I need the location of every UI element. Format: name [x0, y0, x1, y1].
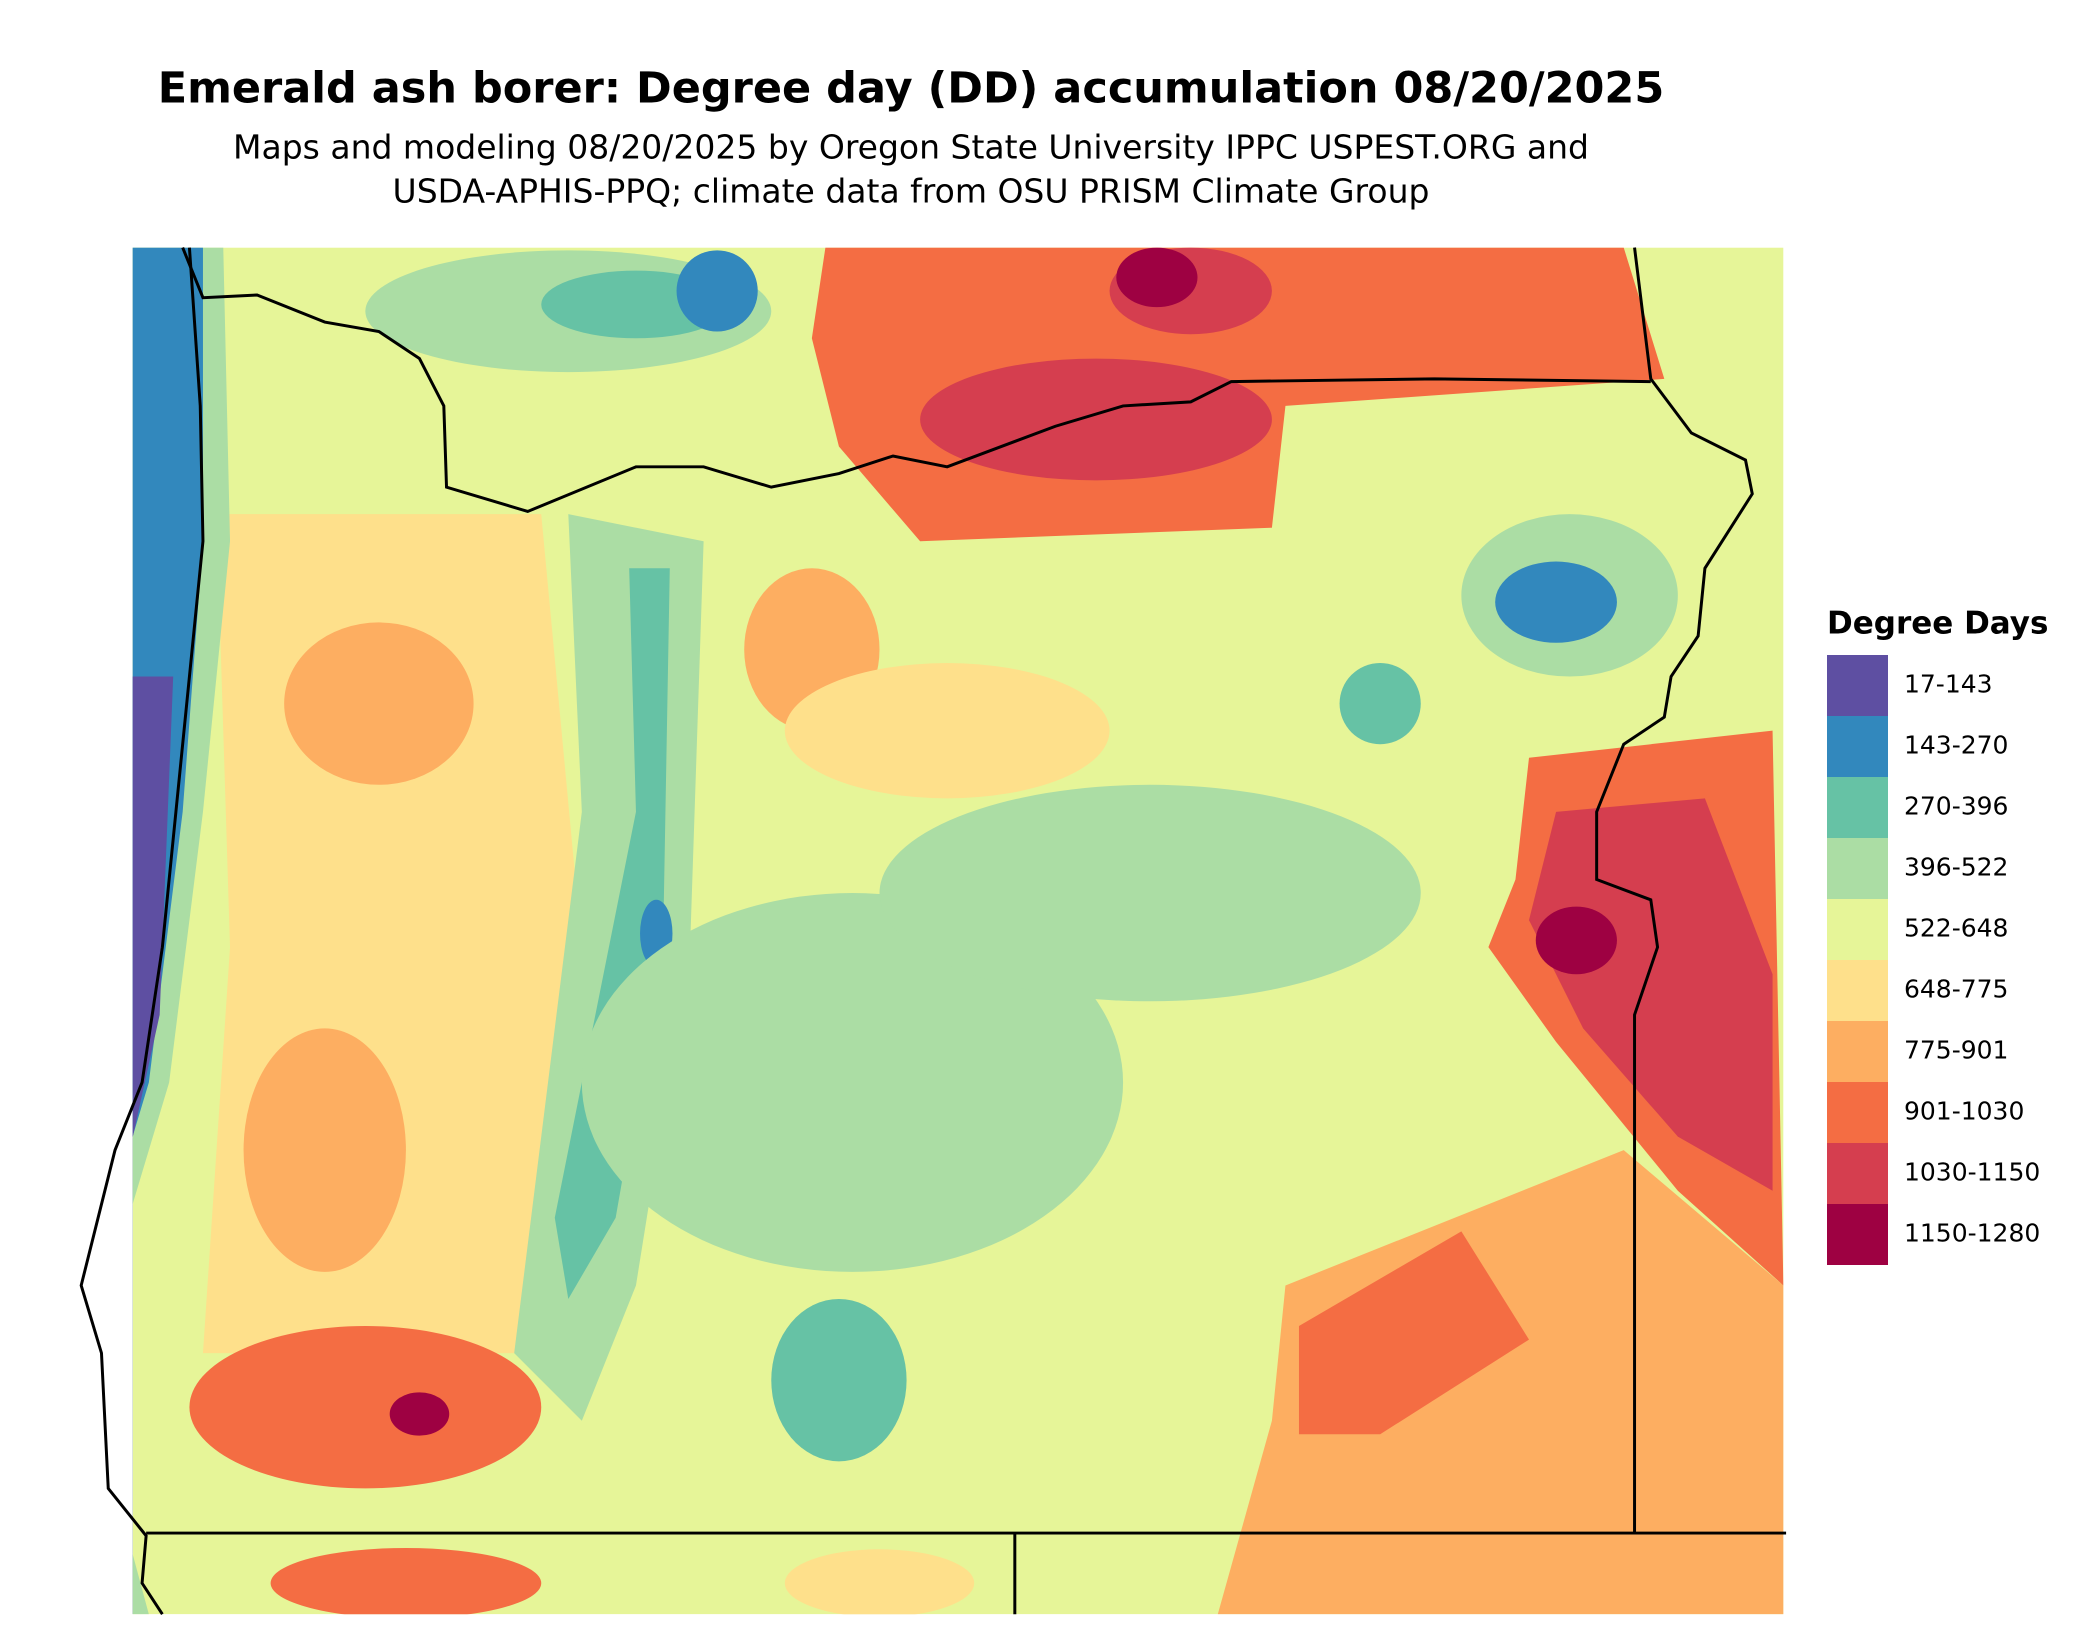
region [554, 568, 670, 1299]
region [1298, 1231, 1530, 1435]
region [1339, 663, 1421, 745]
region [784, 1549, 975, 1615]
legend-label: 270-396 [1904, 792, 2008, 821]
region [879, 784, 1421, 1002]
legend-swatch [1827, 899, 1888, 960]
region [132, 676, 174, 1615]
legend-label: 522-648 [1904, 914, 2008, 943]
map [79, 247, 1787, 1616]
legend-label: 1030-1150 [1904, 1158, 2040, 1187]
legend-swatch [1827, 1082, 1888, 1143]
legend-label: 17-143 [1904, 670, 1993, 699]
borders [79, 247, 1787, 1616]
map-subtitle: USDA-APHIS-PPQ; climate data from OSU PR… [393, 172, 1430, 211]
state-border [1595, 247, 1754, 1534]
region [581, 893, 1124, 1272]
map-title: Emerald ash borer: Degree day (DD) accum… [158, 64, 1665, 114]
legend-label: 648-775 [1904, 975, 2008, 1004]
legend-title: Degree Days [1827, 606, 2048, 642]
region [1529, 798, 1773, 1191]
region [132, 247, 203, 1615]
raster [132, 247, 1784, 1615]
legend-label: 396-522 [1904, 853, 2008, 882]
legend-label: 1150-1280 [1904, 1219, 2040, 1248]
legend-swatch [1827, 960, 1888, 1021]
legend-label: 143-270 [1904, 731, 2008, 760]
region [1217, 1150, 1784, 1615]
legend-swatch [1827, 655, 1888, 716]
river-border [181, 247, 1651, 514]
legend-swatch [1827, 1021, 1888, 1082]
legend: 17-143 143-270 270-396 396-522 522-648 648-77… [1827, 655, 2040, 1265]
region [1116, 247, 1198, 308]
region [676, 250, 758, 332]
region [1495, 561, 1617, 643]
region [284, 622, 474, 785]
map-subtitle: Maps and modeling 08/20/2025 by Oregon S… [233, 128, 1589, 167]
legend-swatch [1827, 716, 1888, 777]
legend-swatch [1827, 1204, 1888, 1265]
region [243, 1028, 406, 1272]
legend-label: 901-1030 [1904, 1097, 2024, 1126]
legend-swatch [1827, 777, 1888, 838]
legend-swatch [1827, 838, 1888, 899]
region [784, 663, 1110, 799]
region [1535, 906, 1617, 975]
legend-label: 775-901 [1904, 1036, 2008, 1065]
region [189, 1326, 542, 1489]
legend-swatch [1827, 1143, 1888, 1204]
region [920, 358, 1272, 481]
region [771, 1298, 907, 1462]
region [270, 1547, 542, 1615]
region [389, 1392, 450, 1436]
coastline [79, 247, 205, 1616]
